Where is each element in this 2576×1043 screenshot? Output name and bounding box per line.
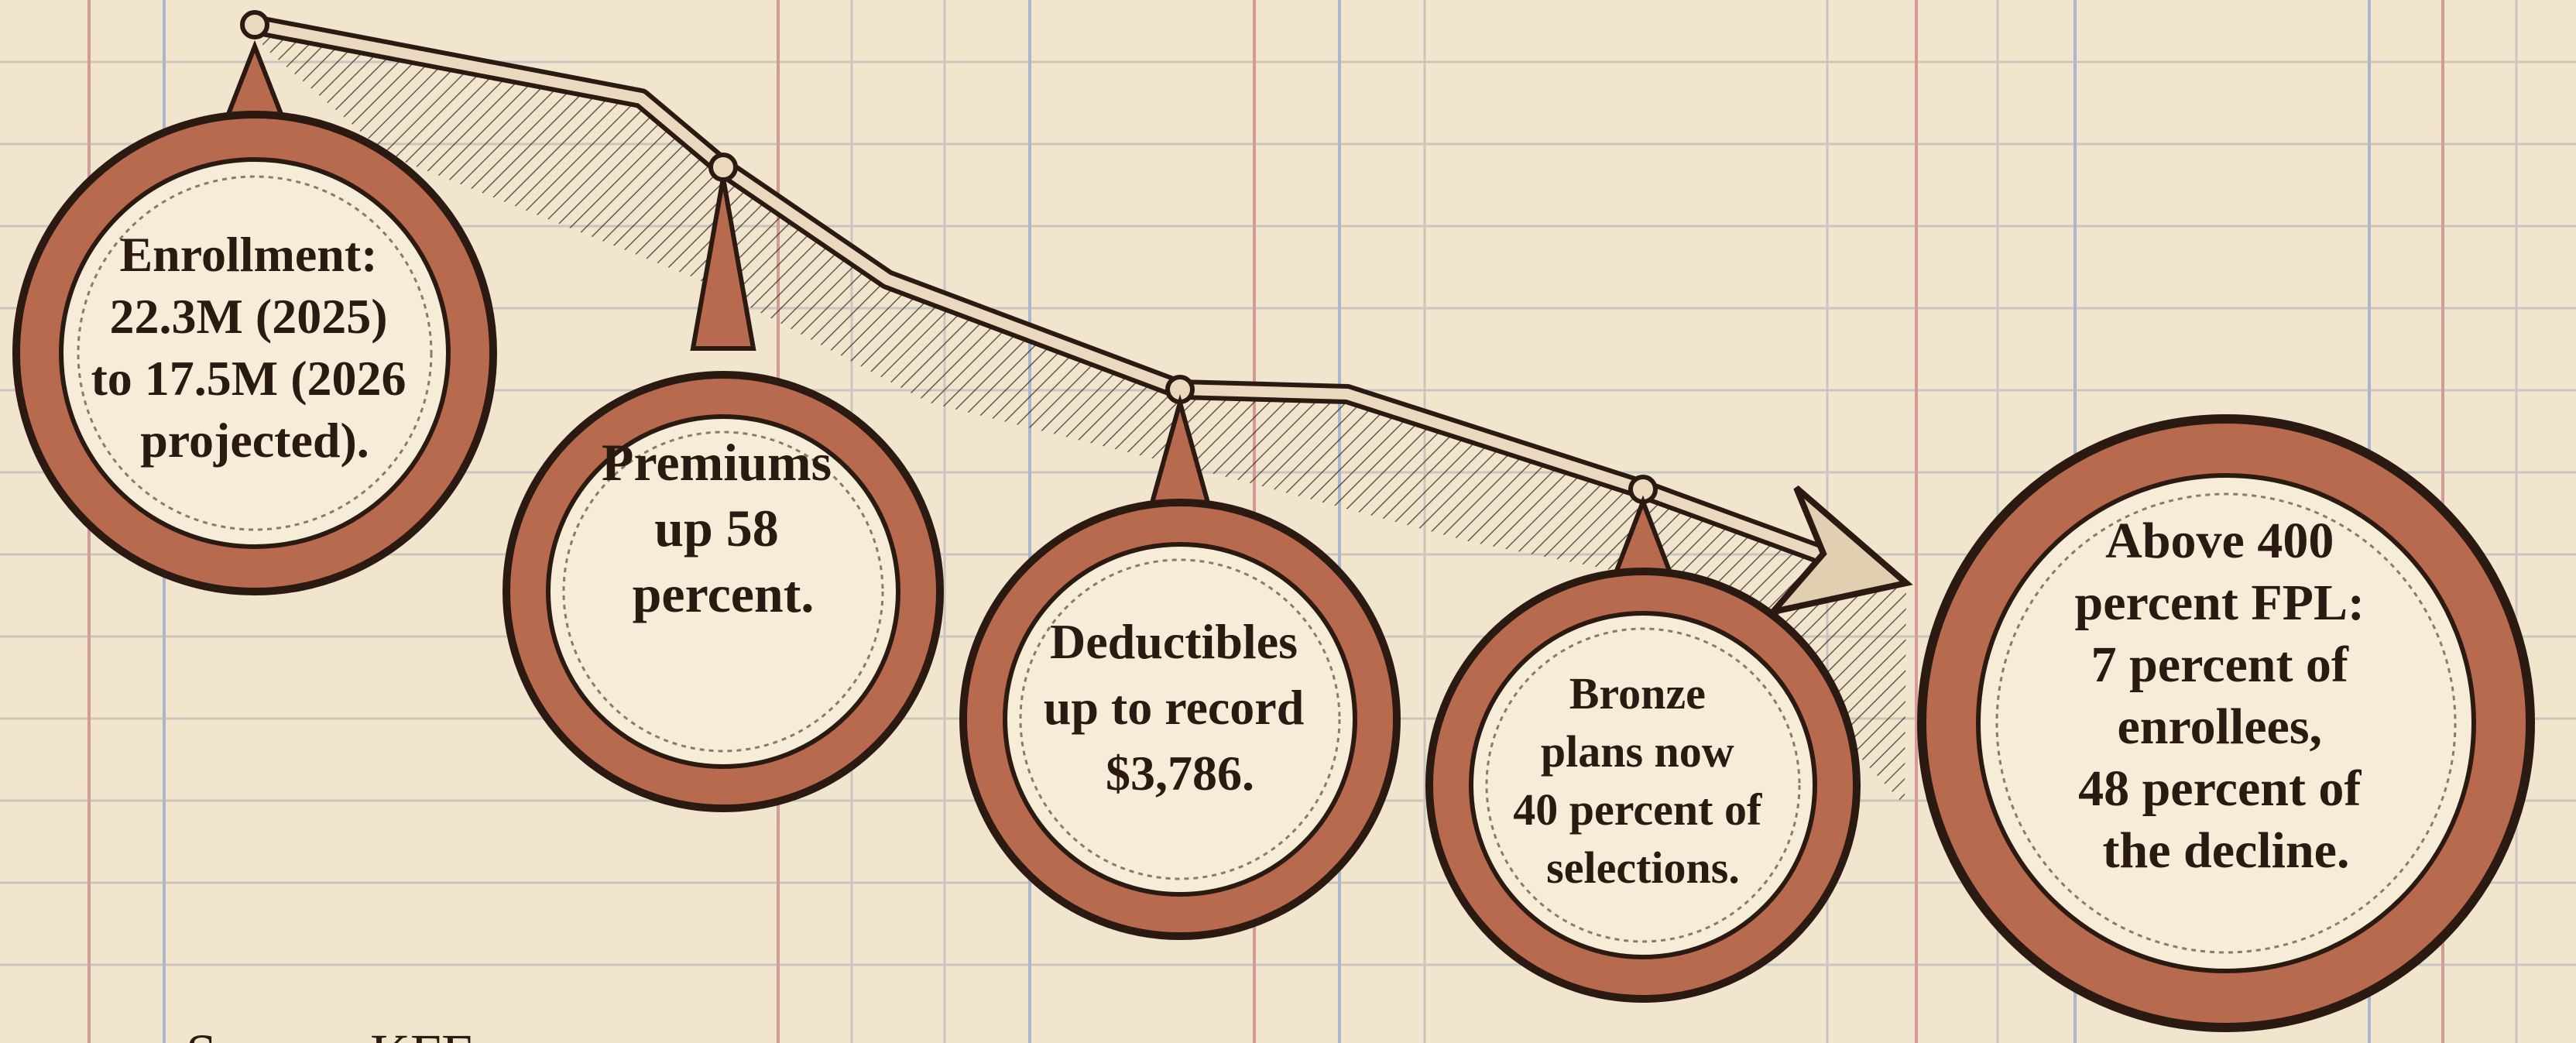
- node-line: plans now: [1541, 726, 1734, 777]
- node-line: percent FPL:: [2074, 575, 2365, 631]
- infographic: Enrollment: 22.3M (2025) to 17.5M (2026 …: [0, 0, 2576, 1043]
- node-line: percent.: [633, 564, 815, 623]
- node-line: Bronze: [1569, 668, 1706, 719]
- node-line: 7 percent of: [2091, 636, 2349, 693]
- node-line: 40 percent of: [1513, 784, 1762, 835]
- node-line: the decline.: [2103, 822, 2350, 879]
- node-line: Premiums: [602, 433, 832, 492]
- node-line: Enrollment:: [119, 227, 377, 282]
- page: Enrollment: 22.3M (2025) to 17.5M (2026 …: [0, 0, 2576, 1043]
- node-line: up 58: [654, 499, 779, 558]
- node-line: Deductibles: [1050, 614, 1298, 669]
- node-line: Above 400: [2105, 513, 2334, 569]
- node-line: $3,786.: [1106, 746, 1254, 801]
- node: Above 400 percent FPL: 7 percent of enro…: [1922, 419, 2530, 1028]
- source-note: Source: KFF: [186, 1023, 472, 1043]
- node-line: 22.3M (2025): [109, 289, 387, 344]
- node-line: enrollees,: [2117, 698, 2322, 755]
- node-line: to 17.5M (2026: [91, 351, 406, 406]
- node-line: projected).: [140, 413, 369, 468]
- node-line: up to record: [1044, 680, 1305, 735]
- node-line: 48 percent of: [2078, 760, 2362, 817]
- node-line: selections.: [1546, 842, 1740, 893]
